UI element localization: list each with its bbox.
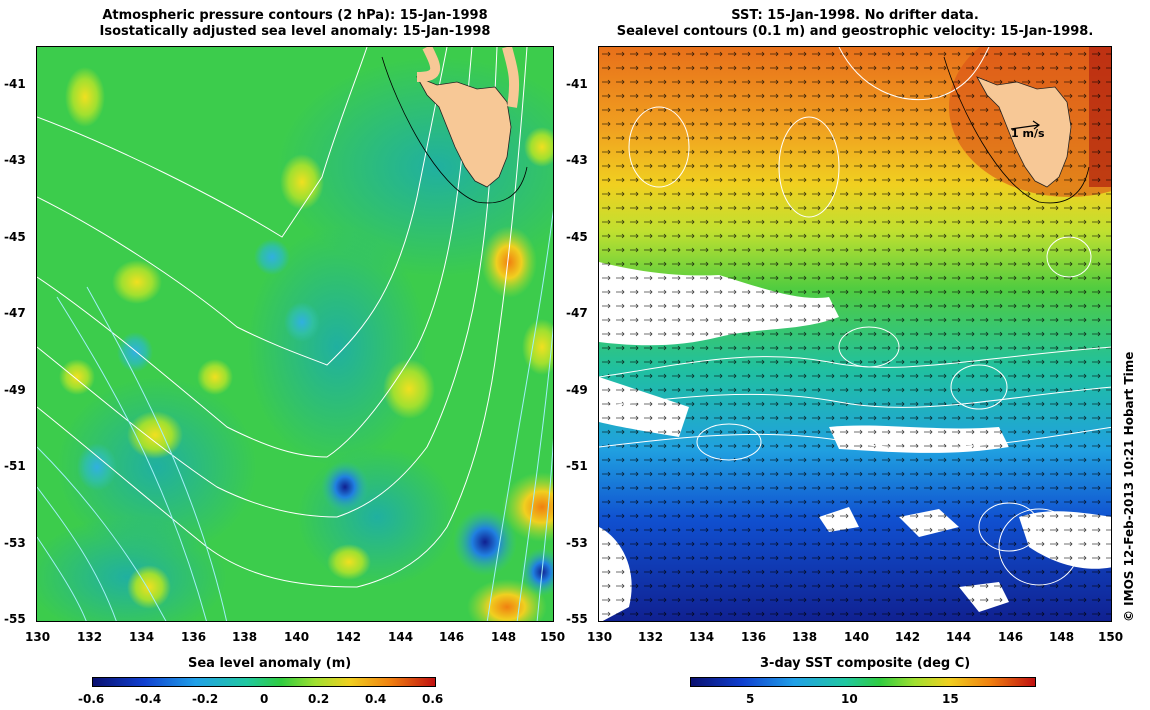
sst-colorbar-tick: 15	[942, 692, 959, 706]
velocity-scale-label: 1 m/s	[1011, 127, 1045, 140]
right-y-tick: -43	[566, 153, 588, 167]
left-y-tick: -55	[4, 612, 26, 626]
right-y-tick: -41	[566, 77, 588, 91]
right-x-tick: 132	[638, 630, 664, 644]
sla-colorbar	[92, 677, 436, 687]
right-y-tick: -53	[566, 536, 588, 550]
sst-colorbar	[690, 677, 1036, 687]
right-x-tick: 134	[689, 630, 715, 644]
sst-colorbar-title: 3-day SST composite (deg C)	[760, 656, 971, 671]
left-y-tick: -47	[4, 306, 26, 320]
left-x-tick: 138	[232, 630, 258, 644]
credit-text: © IMOS 12-Feb-2013 10:21 Hobart Time	[1122, 351, 1136, 622]
right-title-line1: SST: 15-Jan-1998. No drifter data.	[731, 8, 979, 23]
sla-map	[36, 46, 554, 622]
left-y-tick: -49	[4, 383, 26, 397]
sla-colorbar-tick: 0.6	[422, 692, 444, 706]
sst-colorbar-tick: 10	[841, 692, 858, 706]
tasmania-land	[416, 76, 512, 188]
left-x-tick: 150	[540, 630, 566, 644]
left-y-tick: -51	[4, 459, 26, 473]
sla-colorbar-tick: 0.2	[308, 692, 330, 706]
left-x-tick: 140	[284, 630, 310, 644]
right-x-tick: 144	[946, 630, 972, 644]
left-x-tick: 136	[181, 630, 207, 644]
sla-colorbar-tick: 0	[260, 692, 269, 706]
left-x-tick: 134	[129, 630, 155, 644]
left-y-tick: -43	[4, 153, 26, 167]
left-title: Atmospheric pressure contours (2 hPa): 1…	[36, 8, 554, 40]
left-x-tick: 142	[336, 630, 362, 644]
right-x-tick: 150	[1098, 630, 1124, 644]
right-title-line2: Sealevel contours (0.1 m) and geostrophi…	[616, 24, 1094, 39]
left-x-tick: 144	[388, 630, 414, 644]
right-y-tick: -47	[566, 306, 588, 320]
left-x-tick: 132	[77, 630, 103, 644]
left-title-line2: Isostatically adjusted sea level anomaly…	[99, 24, 491, 39]
left-y-tick: -45	[4, 230, 26, 244]
right-x-tick: 146	[998, 630, 1024, 644]
sst-colorbar-tick: 5	[746, 692, 755, 706]
right-x-tick: 148	[1049, 630, 1075, 644]
sla-colorbar-tick: -0.2	[192, 692, 219, 706]
sla-colorbar-tick: -0.4	[135, 692, 162, 706]
sla-colorbar-title: Sea level anomaly (m)	[188, 656, 352, 671]
right-x-tick: 130	[587, 630, 613, 644]
right-x-tick: 136	[741, 630, 767, 644]
left-title-line1: Atmospheric pressure contours (2 hPa): 1…	[102, 8, 488, 23]
sla-colorbar-tick: 0.4	[365, 692, 387, 706]
right-y-tick: -45	[566, 230, 588, 244]
right-y-tick: -49	[566, 383, 588, 397]
left-x-tick: 130	[25, 630, 51, 644]
right-y-tick: -55	[566, 612, 588, 626]
tasmania-land-sst	[976, 76, 1072, 188]
sla-colorbar-tick: -0.6	[78, 692, 105, 706]
right-title: SST: 15-Jan-1998. No drifter data. Seale…	[598, 8, 1112, 40]
sst-map: 1 m/s	[598, 46, 1112, 622]
left-y-tick: -41	[4, 77, 26, 91]
right-x-tick: 140	[844, 630, 870, 644]
left-x-tick: 146	[439, 630, 465, 644]
left-x-tick: 148	[491, 630, 517, 644]
right-x-tick: 142	[895, 630, 921, 644]
right-y-tick: -51	[566, 459, 588, 473]
left-y-tick: -53	[4, 536, 26, 550]
right-x-tick: 138	[792, 630, 818, 644]
